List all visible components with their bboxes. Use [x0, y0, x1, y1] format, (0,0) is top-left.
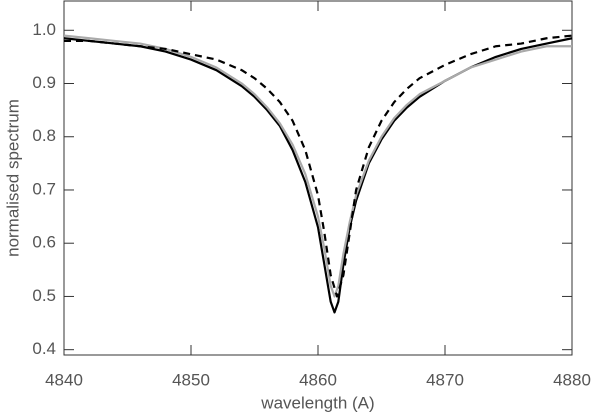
y-tick-label: 1.0 [32, 20, 56, 39]
x-tick-label: 4860 [299, 370, 337, 389]
y-tick-label: 0.7 [32, 179, 56, 198]
y-tick-label: 0.6 [32, 233, 56, 252]
x-tick-label: 4880 [553, 370, 591, 389]
series-line [63, 37, 573, 314]
series-line [63, 34, 572, 298]
x-tick-label: 4870 [426, 370, 464, 389]
y-tick-label: 0.5 [32, 286, 56, 305]
y-tick-label: 0.4 [32, 339, 56, 358]
y-tick-label: 0.8 [32, 126, 56, 145]
plot-frame [63, 0, 573, 356]
y-axis-label: normalised spectrum [3, 99, 22, 257]
x-tick-label: 4840 [45, 370, 83, 389]
x-tick-label: 4850 [172, 370, 210, 389]
series-line [64, 34, 573, 298]
x-axis-label: wavelength (A) [260, 393, 374, 412]
y-tick-label: 0.9 [32, 73, 56, 92]
